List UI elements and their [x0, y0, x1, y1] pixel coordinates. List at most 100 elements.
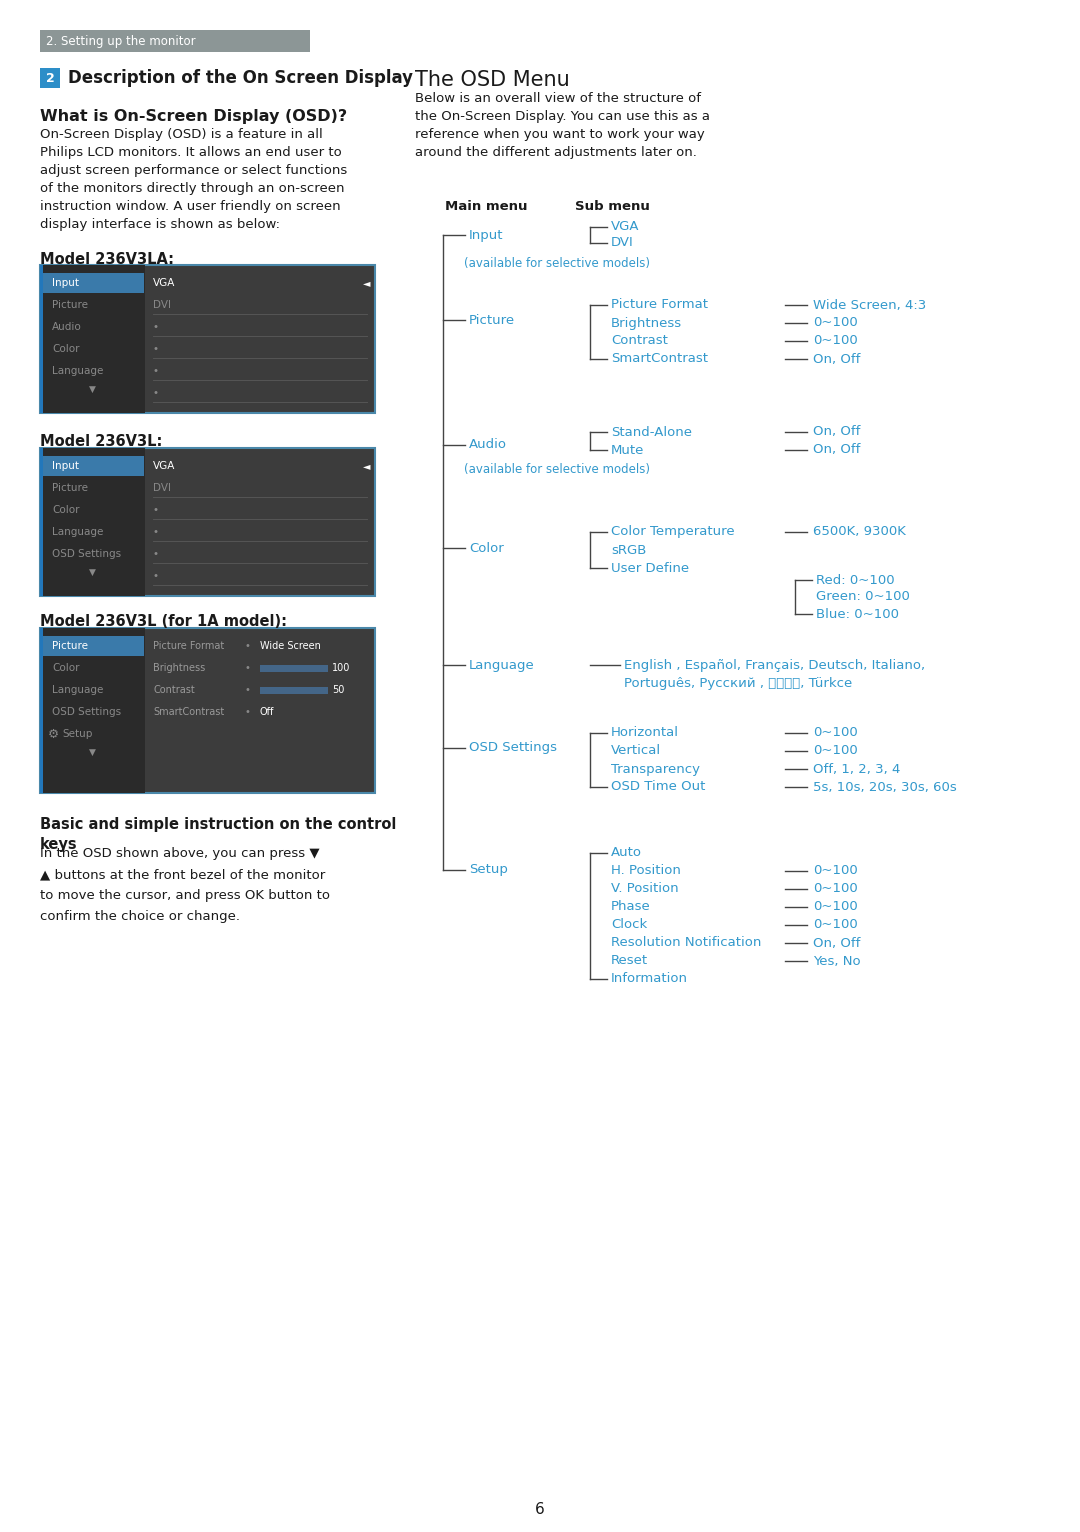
Text: OSD Settings: OSD Settings [52, 706, 121, 717]
Bar [43, 457, 144, 476]
Text: Audio: Audio [469, 438, 507, 452]
Text: ▼: ▼ [89, 385, 96, 394]
Text: VGA: VGA [153, 461, 175, 470]
Text: Off, 1, 2, 3, 4: Off, 1, 2, 3, 4 [813, 763, 901, 775]
Text: ⚙: ⚙ [48, 728, 59, 740]
Text: Blue: 0~100: Blue: 0~100 [816, 608, 899, 620]
Text: •: • [153, 388, 159, 398]
Text: Model 236V3L (for 1A model):: Model 236V3L (for 1A model): [40, 614, 287, 630]
Text: Picture: Picture [52, 640, 87, 651]
Text: 0~100: 0~100 [813, 864, 858, 878]
Text: 100: 100 [332, 663, 350, 673]
Text: confirm the choice or change.: confirm the choice or change. [40, 910, 240, 922]
Text: Setup: Setup [469, 864, 508, 876]
Text: 2: 2 [45, 72, 54, 84]
Text: 0~100: 0~100 [813, 745, 858, 757]
Bar [40, 447, 145, 596]
Text: Color: Color [52, 506, 80, 515]
Text: Mute: Mute [611, 443, 645, 457]
Text: to move the cursor, and press OK button to: to move the cursor, and press OK button … [40, 889, 330, 902]
Text: Yes, No: Yes, No [813, 954, 861, 968]
Text: SmartContrast: SmartContrast [153, 706, 225, 717]
Text: Red: 0~100: Red: 0~100 [816, 573, 894, 587]
Text: Language: Language [52, 366, 104, 375]
Text: •: • [153, 527, 159, 538]
Text: English , Español, Français, Deutsch, Italiano,: English , Español, Français, Deutsch, It… [624, 659, 926, 671]
Bar [40, 67, 60, 87]
Text: Wide Screen, 4:3: Wide Screen, 4:3 [813, 299, 927, 311]
Text: Information: Information [611, 973, 688, 985]
Text: Off: Off [260, 706, 274, 717]
Text: Color: Color [52, 663, 80, 673]
Text: Vertical: Vertical [611, 745, 661, 757]
Text: Picture: Picture [52, 483, 87, 493]
Bar [43, 636, 144, 656]
Text: •: • [245, 663, 251, 673]
Text: (available for selective models): (available for selective models) [464, 256, 650, 270]
Text: VGA: VGA [611, 221, 639, 233]
Text: 0~100: 0~100 [813, 919, 858, 931]
Text: 6500K, 9300K: 6500K, 9300K [813, 525, 906, 539]
Text: 0~100: 0~100 [813, 317, 858, 329]
Text: Model 236V3LA:: Model 236V3LA: [40, 251, 174, 267]
Text: 2. Setting up the monitor: 2. Setting up the monitor [46, 35, 195, 47]
Text: Stand-Alone: Stand-Alone [611, 426, 692, 438]
Bar [260, 686, 328, 694]
Bar [40, 265, 375, 414]
Text: Basic and simple instruction on the control: Basic and simple instruction on the cont… [40, 818, 396, 832]
Text: On, Off: On, Off [813, 936, 861, 950]
Text: display interface is shown as below:: display interface is shown as below: [40, 218, 280, 231]
Text: Color: Color [52, 345, 80, 354]
Text: adjust screen performance or select functions: adjust screen performance or select func… [40, 164, 348, 178]
Text: Language: Language [52, 527, 104, 538]
Text: Picture Format: Picture Format [153, 640, 225, 651]
Text: instruction window. A user friendly on screen: instruction window. A user friendly on s… [40, 201, 340, 213]
Text: Main menu: Main menu [445, 199, 527, 213]
Text: Model 236V3L:: Model 236V3L: [40, 435, 162, 449]
Text: Auto: Auto [611, 847, 642, 859]
Text: •: • [153, 506, 159, 515]
Bar [40, 628, 43, 794]
Text: On, Off: On, Off [813, 352, 861, 366]
Text: Setup: Setup [62, 729, 93, 738]
Text: Input: Input [469, 228, 503, 242]
Text: Color: Color [469, 541, 503, 555]
Text: ◄: ◄ [363, 277, 370, 288]
Text: •: • [245, 685, 251, 696]
Text: Reset: Reset [611, 954, 648, 968]
Text: The OSD Menu: The OSD Menu [415, 70, 570, 90]
Text: On, Off: On, Off [813, 426, 861, 438]
Text: Brightness: Brightness [611, 317, 683, 329]
Text: VGA: VGA [153, 277, 175, 288]
Text: of the monitors directly through an on-screen: of the monitors directly through an on-s… [40, 182, 345, 195]
Text: 0~100: 0~100 [813, 901, 858, 913]
Text: Audio: Audio [52, 322, 82, 332]
Text: ◄: ◄ [363, 461, 370, 470]
Text: DVI: DVI [153, 300, 171, 309]
Text: 6: 6 [535, 1503, 545, 1518]
Text: (available for selective models): (available for selective models) [464, 464, 650, 476]
Text: Picture Format: Picture Format [611, 299, 708, 311]
Text: SmartContrast: SmartContrast [611, 352, 708, 366]
Text: 0~100: 0~100 [813, 334, 858, 348]
Bar [40, 265, 43, 414]
Text: sRGB: sRGB [611, 544, 646, 556]
Text: around the different adjustments later on.: around the different adjustments later o… [415, 146, 697, 159]
Text: 5s, 10s, 20s, 30s, 60s: 5s, 10s, 20s, 30s, 60s [813, 780, 957, 794]
Text: •: • [153, 322, 159, 332]
Text: OSD Settings: OSD Settings [52, 548, 121, 559]
Text: ▼: ▼ [89, 567, 96, 576]
Text: What is On-Screen Display (OSD)?: What is On-Screen Display (OSD)? [40, 109, 347, 124]
Bar [43, 273, 144, 293]
Text: 0~100: 0~100 [813, 726, 858, 740]
Text: Horizontal: Horizontal [611, 726, 679, 740]
Text: Philips LCD monitors. It allows an end user to: Philips LCD monitors. It allows an end u… [40, 146, 341, 159]
Text: Description of the On Screen Display: Description of the On Screen Display [68, 69, 413, 87]
Text: Language: Language [469, 659, 535, 671]
Text: •: • [153, 345, 159, 354]
Text: •: • [153, 366, 159, 375]
Text: Green: 0~100: Green: 0~100 [816, 590, 909, 604]
Text: Português, Русский , 简体中文, Türkce: Português, Русский , 简体中文, Türkce [624, 677, 852, 689]
Text: Picture: Picture [469, 314, 515, 326]
Text: Phase: Phase [611, 901, 651, 913]
